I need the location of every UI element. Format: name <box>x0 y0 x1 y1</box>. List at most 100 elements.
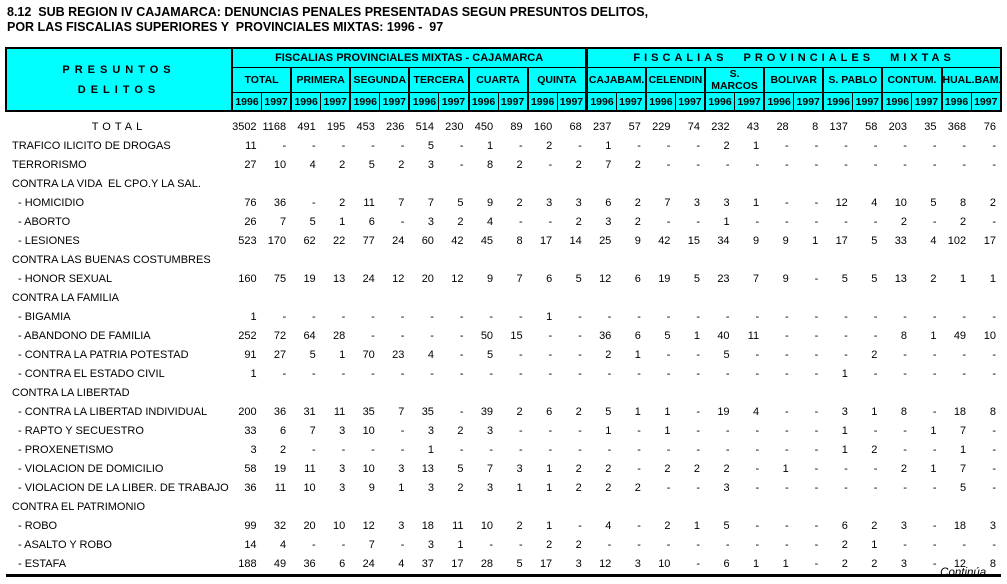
cell: - <box>666 368 671 380</box>
cell: 188 <box>232 555 262 577</box>
cell <box>380 289 410 308</box>
cell: 19 <box>273 463 287 475</box>
cell: 5 <box>368 159 375 171</box>
cell <box>557 175 587 194</box>
cell: 8 <box>900 406 907 418</box>
cell <box>469 175 499 194</box>
cell: - <box>814 216 819 228</box>
cell: - <box>696 140 700 152</box>
cell: - <box>785 330 789 342</box>
cell: 7 <box>368 539 375 551</box>
cell <box>853 251 883 270</box>
cell: - <box>755 216 760 228</box>
cell: - <box>548 349 553 361</box>
cell: - <box>637 520 641 532</box>
cell: 27 <box>273 349 287 361</box>
cell: 2 <box>575 159 582 171</box>
table-row: - ABORTO 26 7 5 1 6 - 3 2 4 - - 2 3 2 - - 1 - - - - - 2 - 2 - <box>6 213 1001 232</box>
cell: 35 <box>362 406 375 418</box>
cell: 7 <box>309 425 316 437</box>
cell <box>764 384 794 403</box>
cell: - <box>755 520 760 532</box>
row-label: - ESTAFA <box>6 555 232 577</box>
cell: - <box>371 368 375 380</box>
cell: 2 <box>634 482 641 494</box>
column-group-bolivar: BOLIVAR <box>763 67 824 93</box>
cell <box>262 498 292 517</box>
cell: - <box>607 539 612 551</box>
row-header-line-2: DELITOS <box>77 83 161 96</box>
table-row: - HOMICIDIO 76 36-2 11 7 7 5 9 2 3 3 6 2 7 3 3 1- -12 4 10 5… <box>6 194 1001 213</box>
cell: - <box>992 140 996 152</box>
cell: 1 <box>812 235 819 247</box>
cell <box>232 175 262 194</box>
cell: - <box>312 311 316 323</box>
cell: - <box>903 159 907 171</box>
table-row: - PROXENETISMO 3 2 - - - - 1 - - - - - - - - - - - - - 1 2 - - 1 - <box>6 441 1001 460</box>
cell: 5 <box>605 406 612 418</box>
cell: 2 <box>664 463 671 475</box>
cell: 1 <box>723 216 730 228</box>
cell: - <box>992 368 996 380</box>
cell <box>882 498 912 517</box>
cell: - <box>666 159 671 171</box>
column-group-celendin: CELENDIN <box>644 67 706 93</box>
cell: 72 <box>273 330 287 342</box>
cell: - <box>725 425 730 437</box>
cell <box>350 498 380 517</box>
cell: - <box>459 349 464 361</box>
cell: 10 <box>480 520 494 532</box>
cell <box>735 289 765 308</box>
cell <box>971 498 1001 517</box>
cell: 514 <box>415 121 434 133</box>
cell: - <box>607 368 612 380</box>
cell: 3 <box>516 463 523 475</box>
cell <box>882 175 912 194</box>
cell: - <box>666 216 671 228</box>
cell: - <box>548 444 553 456</box>
cell: - <box>962 368 967 380</box>
cell <box>971 384 1001 403</box>
cell: 5 <box>723 349 730 361</box>
cell: - <box>696 349 700 361</box>
cell: 523 <box>238 235 257 247</box>
cell <box>794 175 824 194</box>
cell <box>291 251 321 270</box>
cell: 2 <box>546 539 553 551</box>
cell: 7 <box>753 273 760 285</box>
table-row: - VIOLACION DE LA LIBER. DE TRABAJO 36 11 1… <box>6 479 1001 498</box>
cell: 2 <box>634 197 641 209</box>
cell: 36 <box>599 330 612 342</box>
column-group-quinta: QUINTA <box>526 67 588 93</box>
cell <box>409 175 439 194</box>
row-label: - ABORTO <box>18 216 71 228</box>
cell <box>232 251 262 270</box>
cell: 75 <box>273 273 287 285</box>
row-label: CONTRA LA FAMILIA <box>12 292 119 304</box>
cell: 3 <box>398 463 405 475</box>
cell: - <box>814 273 819 285</box>
cell: - <box>873 482 878 494</box>
cell: 11 <box>333 406 346 418</box>
cell: - <box>459 330 464 342</box>
cell: 1 <box>841 368 848 380</box>
cell: - <box>903 539 907 551</box>
cell: - <box>312 539 316 551</box>
cell: 5 <box>664 330 671 342</box>
cell: 1 <box>959 444 967 456</box>
cell: 8 <box>486 159 494 171</box>
cell <box>291 289 321 308</box>
cell: - <box>844 140 848 152</box>
cell: 1 <box>546 520 553 532</box>
cell: - <box>873 425 878 437</box>
cell: - <box>755 349 760 361</box>
cell: 170 <box>267 235 287 247</box>
cell: 70 <box>362 349 375 361</box>
cell: - <box>282 140 287 152</box>
cell: - <box>696 368 700 380</box>
row-label: TRAFICO ILICITO DE DROGAS <box>12 140 171 152</box>
cell <box>557 289 587 308</box>
cell: - <box>371 444 375 456</box>
cell: 34 <box>717 235 730 247</box>
